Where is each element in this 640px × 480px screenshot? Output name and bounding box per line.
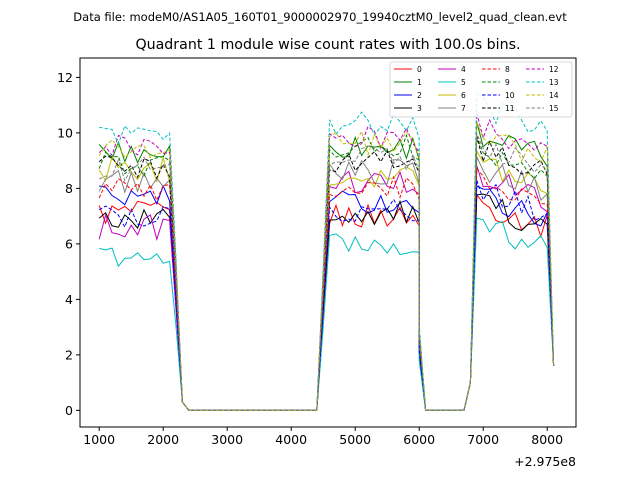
y-tick-label: 8	[65, 181, 73, 196]
x-tick-label: 8000	[531, 432, 563, 447]
x-tick-label: 4000	[275, 432, 307, 447]
legend-label-8: 8	[505, 65, 510, 74]
axes-frame	[79, 57, 577, 428]
series-layer	[98, 91, 555, 411]
y-tick-label: 0	[65, 403, 73, 418]
y-tick-label: 4	[65, 292, 73, 307]
y-tick-label: 2	[65, 347, 73, 362]
legend-label-1: 1	[417, 78, 422, 87]
legend-box	[389, 61, 573, 118]
legend-label-10: 10	[505, 91, 515, 100]
legend-label-7: 7	[461, 104, 466, 113]
y-tick-label: 6	[65, 236, 73, 251]
plot-area: 1000 2000 3000 4000 5000 6000 7000 800002468101…	[57, 57, 577, 447]
series-line-8	[98, 167, 555, 411]
ticks-layer: 1000 2000 3000 4000 5000 6000 7000 8000 0 2 4 6 8 10 1…	[57, 70, 563, 447]
figure-suptitle: Data file: modeM0/AS1A05_160T01_90000029…	[73, 10, 567, 24]
x-tick-label: 3000	[211, 432, 243, 447]
series-line-10	[98, 180, 555, 411]
legend-label-5: 5	[461, 78, 466, 87]
legend-label-12: 12	[549, 65, 559, 74]
series-line-15	[98, 133, 555, 411]
x-tick-label: 5000	[339, 432, 371, 447]
chart-title: Quadrant 1 module wise count rates with …	[135, 37, 520, 53]
x-tick-label: 2000	[147, 432, 179, 447]
x-tick-label: 1000	[83, 432, 115, 447]
legend-label-4: 4	[461, 65, 466, 74]
series-line-14	[98, 121, 555, 411]
legend-label-13: 13	[549, 78, 559, 87]
legend-label-11: 11	[505, 104, 515, 113]
legend-label-15: 15	[549, 104, 559, 113]
x-offset-label: +2.975e8	[514, 454, 576, 469]
series-line-5	[99, 217, 555, 411]
legend-label-3: 3	[417, 104, 422, 113]
legend-label-14: 14	[549, 91, 559, 100]
x-tick-label: 7000	[467, 432, 499, 447]
legend-label-6: 6	[461, 91, 466, 100]
legend-label-2: 2	[417, 91, 422, 100]
y-tick-label: 10	[57, 125, 73, 140]
y-tick-label: 12	[57, 70, 73, 85]
legend-label-0: 0	[417, 65, 422, 74]
x-tick-label: 6000	[403, 432, 435, 447]
legend-label-9: 9	[505, 78, 510, 87]
